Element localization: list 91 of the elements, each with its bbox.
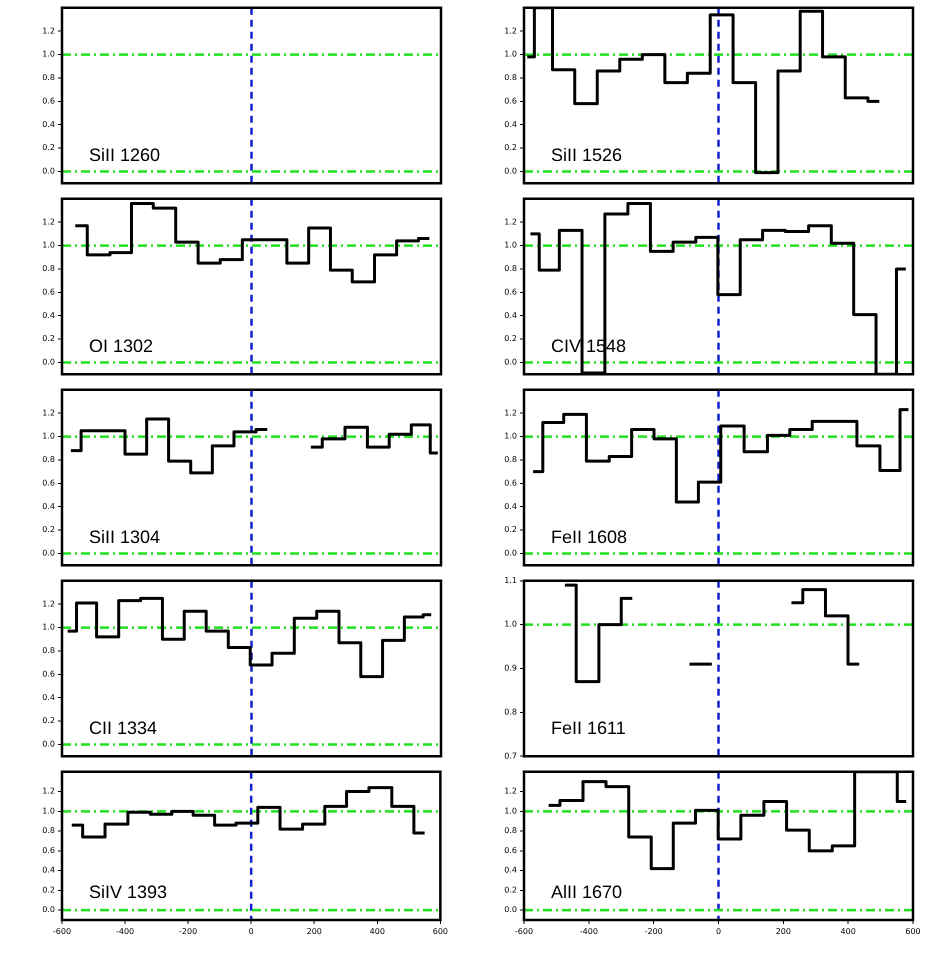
y-tick-label: 0.8	[504, 73, 517, 82]
x-tick-label: 600	[905, 926, 921, 936]
annotation: CII 1334	[89, 718, 158, 738]
y-tick-label: 0.8	[42, 455, 55, 464]
y-tick-label: 0.2	[504, 525, 517, 534]
y-tick-label: 1.0	[504, 240, 517, 250]
y-tick-label: 0.4	[504, 502, 517, 511]
y-tick-label: 0.6	[42, 478, 55, 488]
x-tick-label: -600	[514, 926, 534, 936]
y-tick-label: 0.2	[504, 885, 517, 894]
y-tick-label: 0.2	[42, 143, 55, 152]
y-tick-label: 0.0	[504, 548, 517, 558]
y-tick-label: 0.0	[42, 358, 55, 367]
y-tick-label: 1.2	[42, 599, 55, 608]
y-tick-label: 0.6	[504, 287, 517, 296]
x-tick-label: -200	[179, 926, 198, 936]
x-tick-label: -400	[116, 926, 134, 936]
x-tick-label: -400	[580, 926, 598, 936]
y-tick-label: 0.0	[504, 358, 517, 367]
annotation: SiIV 1393	[89, 882, 168, 902]
x-tick-label: -600	[52, 926, 72, 936]
x-tick-label: 600	[432, 926, 448, 936]
y-tick-label: 0.8	[42, 826, 55, 836]
y-tick-label: 1.0	[504, 806, 517, 816]
y-tick-label: 0.2	[504, 334, 517, 344]
y-tick-label: 0.6	[504, 96, 517, 106]
y-tick-label: 1.2	[504, 217, 517, 226]
x-tick-label: 200	[306, 926, 322, 936]
x-tick-label: 200	[776, 926, 791, 936]
y-tick-label: 1.0	[504, 432, 517, 441]
annotation: FeII 1611	[551, 718, 626, 738]
annotation: SiII 1526	[551, 145, 622, 166]
y-tick-label: 0.4	[42, 502, 55, 511]
y-tick-label: 0.2	[504, 143, 517, 152]
y-tick-label: 1.0	[504, 50, 517, 59]
y-tick-label: 1.0	[42, 622, 55, 632]
y-tick-label: 0.9	[504, 664, 517, 673]
y-tick-label: 0.4	[42, 120, 55, 129]
y-tick-label: 0.2	[42, 716, 55, 726]
y-tick-label: 0.4	[504, 120, 517, 129]
y-tick-label: 0.2	[42, 334, 55, 344]
y-tick-label: 0.4	[42, 692, 55, 702]
y-tick-label: 0.6	[504, 478, 517, 488]
y-tick-label: 0.8	[504, 826, 517, 836]
y-tick-label: 0.0	[42, 905, 55, 914]
y-tick-label: 0.2	[42, 885, 55, 894]
y-tick-label: 1.2	[504, 26, 517, 36]
y-tick-label: 0.0	[42, 166, 55, 176]
y-tick-label: 1.2	[504, 786, 517, 796]
x-tick-label: 400	[370, 926, 385, 936]
y-tick-label: 0.0	[504, 905, 517, 914]
y-tick-label: 0.4	[42, 866, 55, 875]
y-tick-label: 1.0	[42, 50, 55, 59]
y-tick-label: 1.0	[42, 240, 55, 250]
annotation: SiII 1260	[89, 145, 160, 166]
x-tick-label: 0	[248, 926, 254, 936]
y-tick-label: 0.6	[42, 669, 55, 678]
y-tick-label: 0.4	[42, 310, 55, 320]
y-tick-label: 0.6	[42, 96, 55, 106]
y-tick-label: 0.0	[504, 166, 517, 176]
y-tick-label: 0.8	[504, 264, 517, 274]
y-tick-label: 0.6	[504, 846, 517, 855]
y-tick-label: 0.2	[42, 525, 55, 534]
y-tick-label: 0.4	[504, 310, 517, 320]
y-tick-label: 1.0	[42, 806, 55, 816]
annotation: OI 1302	[89, 336, 154, 356]
y-tick-label: 0.8	[504, 455, 517, 464]
y-tick-label: 0.8	[42, 73, 55, 82]
y-tick-label: 1.2	[42, 786, 55, 796]
y-tick-label: 1.2	[42, 26, 55, 36]
y-tick-label: 1.0	[504, 620, 517, 629]
annotation: SiII 1304	[89, 527, 160, 548]
y-tick-label: 1.2	[42, 408, 55, 418]
annotation: AlII 1670	[551, 882, 622, 902]
y-tick-label: 0.7	[504, 751, 517, 760]
annotation: FeII 1608	[551, 527, 628, 548]
y-tick-label: 1.0	[42, 432, 55, 441]
x-tick-label: 0	[716, 926, 722, 936]
y-tick-label: 1.2	[42, 217, 55, 226]
y-tick-label: 1.2	[504, 408, 517, 418]
y-tick-label: 0.6	[42, 287, 55, 296]
x-tick-label: 400	[840, 926, 856, 936]
y-tick-label: 0.0	[42, 740, 55, 749]
y-tick-label: 0.6	[42, 846, 55, 855]
y-tick-label: 0.8	[42, 646, 55, 656]
x-tick-label: -200	[644, 926, 663, 936]
y-tick-label: 0.8	[42, 264, 55, 274]
y-tick-label: 0.8	[504, 707, 517, 716]
y-tick-label: 0.0	[42, 548, 55, 558]
y-tick-label: 0.4	[504, 866, 517, 875]
y-tick-label: 1.1	[504, 576, 517, 585]
